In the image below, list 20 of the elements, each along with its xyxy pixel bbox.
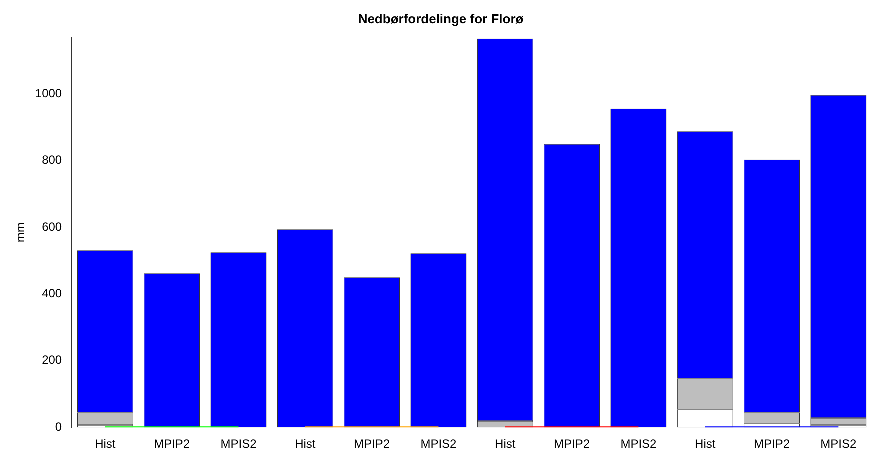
- y-tick-label: 800: [42, 153, 62, 168]
- y-tick-label: 0: [55, 420, 62, 434]
- x-tick-label: Hist: [695, 437, 716, 452]
- x-tick-label: MPIS2: [820, 437, 857, 452]
- y-tick-label: 200: [42, 353, 62, 368]
- x-tick-label: MPIP2: [154, 437, 190, 452]
- y-axis-title: mm: [14, 222, 28, 243]
- y-tick-label: 600: [42, 220, 62, 234]
- y-tick-label: 400: [42, 286, 62, 301]
- x-tick-label: Hist: [95, 437, 116, 452]
- x-tick-label: MPIS2: [220, 437, 258, 452]
- x-tick-label: MPIS2: [420, 437, 458, 452]
- x-tick-label: MPIP2: [354, 437, 390, 452]
- x-tick-label: MPIP2: [754, 437, 790, 452]
- x-tick-label: Hist: [295, 437, 316, 452]
- y-tick-label: 1000: [35, 86, 62, 101]
- x-tick-label: MPIS2: [620, 437, 658, 452]
- chart-title: Nedbørfordelinge for Florø: [358, 11, 524, 26]
- x-tick-label: MPIP2: [554, 437, 590, 452]
- x-tick-label: Hist: [495, 437, 516, 452]
